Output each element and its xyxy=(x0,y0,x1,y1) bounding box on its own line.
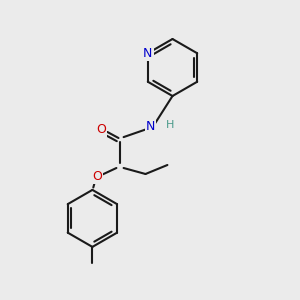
Text: H: H xyxy=(166,120,175,130)
Text: N: N xyxy=(146,120,155,133)
Text: N: N xyxy=(143,47,152,60)
Text: O: O xyxy=(93,170,102,183)
Text: O: O xyxy=(97,123,106,136)
